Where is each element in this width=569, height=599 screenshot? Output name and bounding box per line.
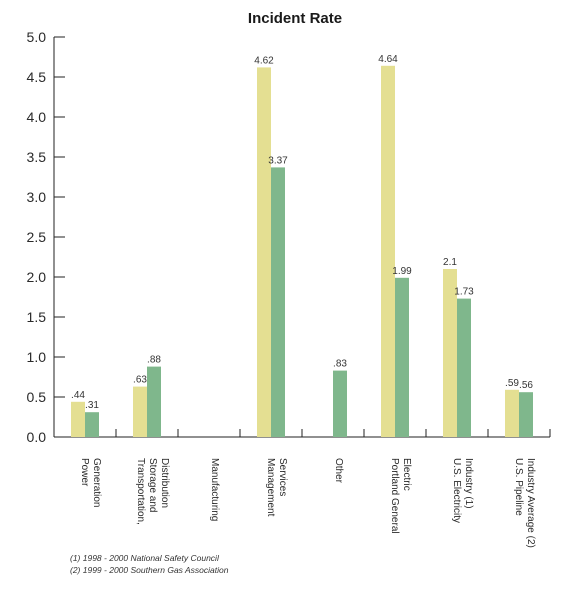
x-axis-category-label: Transportation, <box>135 458 146 525</box>
x-axis-labels: Power Generation Transportation, Storage an… <box>79 458 536 548</box>
data-label: 3.37 <box>268 155 288 166</box>
x-axis-category-label: Management <box>265 458 276 517</box>
y-tick-label: 1.0 <box>27 349 47 365</box>
x-axis-category-label: Distribution <box>159 458 170 508</box>
y-axis-ticks: 0.0 0.5 1.0 1.5 2.0 2.5 3.0 3.5 4.0 4.5 5.0 <box>27 29 65 445</box>
x-axis-category-label: Other <box>333 458 344 484</box>
y-tick-label: 0.0 <box>27 429 47 445</box>
x-axis-category-label: Services <box>277 458 288 496</box>
x-axis-category-label: U.S. Pipeline <box>513 458 524 516</box>
y-tick-label: 1.5 <box>27 309 47 325</box>
bars <box>71 65 533 438</box>
x-axis-category-label: Portland General <box>389 458 400 534</box>
bar <box>333 370 347 437</box>
y-tick-label: 0.5 <box>27 389 47 405</box>
data-label: .59 <box>505 378 519 389</box>
data-label: 4.64 <box>378 54 398 65</box>
bar <box>257 67 271 438</box>
x-axis-category-label: Storage and <box>147 458 158 513</box>
footnote: (1) 1998 - 2000 National Safety Council <box>70 553 220 563</box>
bar <box>457 298 471 437</box>
footnotes: (1) 1998 - 2000 National Safety Council (… <box>70 553 229 575</box>
y-tick-label: 3.5 <box>27 149 47 165</box>
x-axis-category-label: Industry (1) <box>463 458 474 509</box>
x-axis-category-label: Manufacturing <box>209 458 220 521</box>
data-label: .31 <box>85 400 99 411</box>
bar <box>271 167 285 437</box>
x-axis-ticks <box>115 429 551 437</box>
y-tick-label: 2.0 <box>27 269 47 285</box>
data-label: .88 <box>147 355 161 366</box>
bar <box>505 389 519 437</box>
x-axis-category-label: Industry Average (2) <box>525 458 536 548</box>
data-label: 1.73 <box>454 287 474 298</box>
data-label: 1.99 <box>392 266 412 277</box>
bar <box>381 65 395 438</box>
data-label: .44 <box>71 390 85 401</box>
x-axis-category-label: Power <box>79 458 90 487</box>
x-axis-category-label: U.S. Electricity <box>451 458 462 523</box>
data-label: 2.1 <box>443 257 457 268</box>
data-labels: .44.31 .63.88 4.62 3.37 .83 4.64 1.99 2.1 1.73 .5… <box>71 54 533 411</box>
bar <box>519 392 533 437</box>
bar <box>71 401 85 437</box>
footnote: (2) 1999 - 2000 Southern Gas Association <box>70 565 229 575</box>
bar <box>395 277 409 437</box>
bar <box>443 269 457 437</box>
bar <box>85 412 99 437</box>
data-label: .63 <box>133 375 147 386</box>
bar <box>147 366 161 437</box>
y-tick-label: 4.5 <box>27 69 47 85</box>
y-tick-label: 5.0 <box>27 29 47 45</box>
y-tick-label: 3.0 <box>27 189 47 205</box>
y-tick-label: 4.0 <box>27 109 47 125</box>
bar <box>133 386 147 437</box>
x-axis-category-label: Electric <box>401 458 412 491</box>
chart-title: Incident Rate <box>248 10 342 27</box>
y-tick-label: 2.5 <box>27 229 47 245</box>
x-axis-category-label: Generation <box>91 458 102 507</box>
data-label: .56 <box>519 380 533 391</box>
data-label: .83 <box>333 359 347 370</box>
data-label: 4.62 <box>254 55 274 66</box>
